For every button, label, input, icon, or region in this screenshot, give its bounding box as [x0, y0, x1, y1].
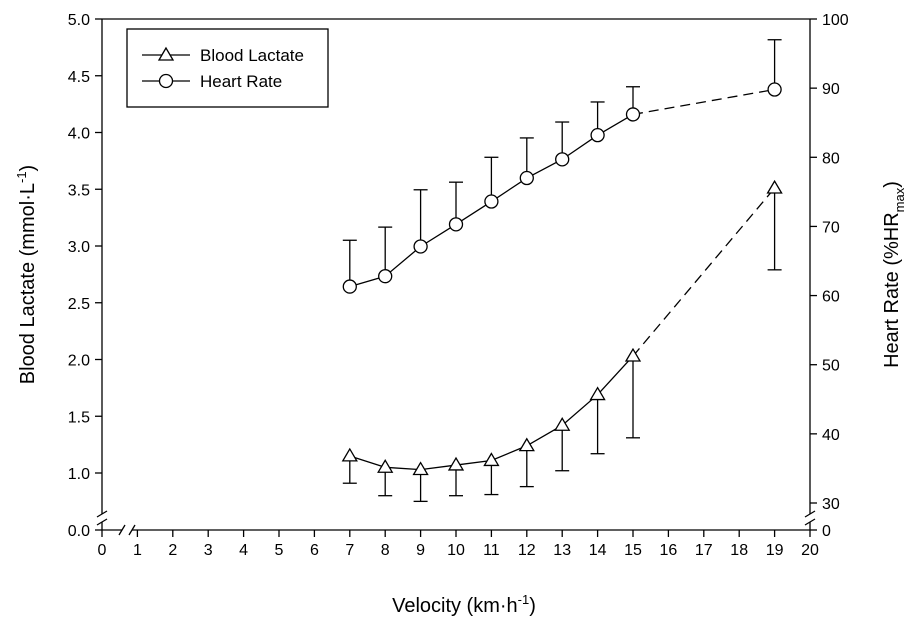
y-right-tick-label: 30: [822, 496, 840, 513]
x-tick-label: 1: [133, 542, 142, 559]
legend-marker-heart-rate: [158, 73, 174, 89]
x-tick-label: 5: [275, 542, 284, 559]
legend-label-heart-rate: Heart Rate: [200, 72, 282, 91]
heart-rate-point: [484, 194, 499, 209]
x-tick-label: 2: [168, 542, 177, 559]
y-right-tick-label: 60: [822, 289, 840, 306]
x-tick-label: 11: [483, 542, 500, 559]
heart-rate-point: [342, 279, 357, 294]
heart-rate-point: [413, 239, 428, 254]
x-break-mark-b: [128, 524, 136, 536]
x-tick-label: 0: [98, 542, 107, 559]
blood-lactate-point: [518, 437, 535, 452]
heart-rate-point: [555, 152, 570, 167]
y-right-break-mark-a: [804, 510, 816, 518]
blood-lactate-point: [766, 179, 783, 194]
y-right-tick-label: 90: [822, 81, 840, 98]
blood-lactate-point: [377, 459, 394, 473]
blood-lactate-dashed-line: [632, 187, 776, 357]
y-right-tick-label: 70: [822, 219, 840, 236]
heart-rate-point: [519, 170, 534, 186]
x-tick-label: 7: [345, 542, 354, 559]
y-right-break-mark-b: [804, 518, 816, 526]
x-break-mark-a: [118, 524, 126, 536]
heart-rate-point: [378, 269, 393, 284]
blood-lactate-point: [624, 347, 642, 362]
x-tick-label: 15: [624, 542, 642, 559]
x-tick-label: 20: [801, 542, 819, 559]
y-right-tick-label: 100: [822, 12, 849, 29]
heart-rate-point: [767, 82, 782, 97]
x-axis-label: Velocity (km·h-1): [392, 592, 536, 617]
y-left-tick-label: 1.0: [68, 466, 90, 483]
heart-rate-dashed-line: [632, 88, 775, 116]
y-right-tick-label: 0: [822, 523, 831, 540]
blood-lactate-point: [589, 386, 606, 401]
axes-group: 0 1 2 3 4 5 6 7 8 9 10 11 12 13 14 15 16 17 18 19 200.01.01.…: [68, 12, 849, 559]
series-layer: [341, 39, 783, 503]
blood-lactate-point: [554, 417, 571, 431]
x-tick-label: 19: [766, 542, 784, 559]
blood-lactate-series: [341, 179, 783, 503]
x-tick-label: 17: [695, 542, 713, 559]
x-tick-label: 12: [518, 542, 536, 559]
y-left-tick-label: 0.0: [68, 523, 90, 540]
heart-rate-point: [448, 217, 464, 232]
x-tick-label: 4: [239, 542, 248, 559]
x-tick-label: 13: [553, 542, 571, 559]
y-left-tick-label: 2.5: [68, 296, 90, 313]
y-left-tick-label: 2.0: [68, 353, 90, 370]
y-right-tick-label: 40: [822, 427, 840, 444]
y-right-tick-label: 50: [822, 358, 840, 375]
y-left-break-mark-a: [96, 510, 108, 518]
heart-rate-point: [625, 107, 641, 122]
y-left-tick-label: 3.0: [68, 239, 90, 256]
y-left-tick-label: 5.0: [68, 12, 90, 29]
blood-lactate-point: [341, 447, 358, 462]
x-tick-label: 18: [730, 542, 748, 559]
x-tick-label: 3: [204, 542, 213, 559]
y-left-break-mark-b: [96, 518, 108, 526]
legend-box: [126, 28, 329, 108]
heart-rate-series: [342, 39, 782, 294]
blood-lactate-point: [483, 452, 500, 467]
x-tick-label: 16: [660, 542, 678, 559]
x-tick-label: 6: [310, 542, 319, 559]
heart-rate-point: [590, 128, 605, 143]
y-left-axis-label: Blood Lactate (mmol·L-1): [14, 165, 39, 384]
blood-lactate-point: [412, 461, 429, 476]
legend: Blood Lactate Heart Rate: [126, 28, 329, 108]
x-tick-label: 10: [447, 542, 465, 559]
y-left-tick-label: 4.5: [68, 69, 90, 86]
legend-marker-blood-lactate: [157, 46, 175, 61]
y-right-tick-label: 80: [822, 150, 840, 167]
x-tick-label: 8: [381, 542, 390, 559]
y-left-tick-label: 1.5: [68, 409, 90, 426]
y-left-tick-label: 3.5: [68, 182, 90, 199]
y-right-axis-label: Heart Rate (%HRmax): [881, 181, 907, 368]
y-left-tick-label: 4.0: [68, 126, 90, 143]
x-tick-label: 14: [589, 542, 607, 559]
blood-lactate-point: [447, 456, 465, 471]
legend-label-blood-lactate: Blood Lactate: [200, 46, 304, 65]
x-tick-label: 9: [416, 542, 425, 559]
